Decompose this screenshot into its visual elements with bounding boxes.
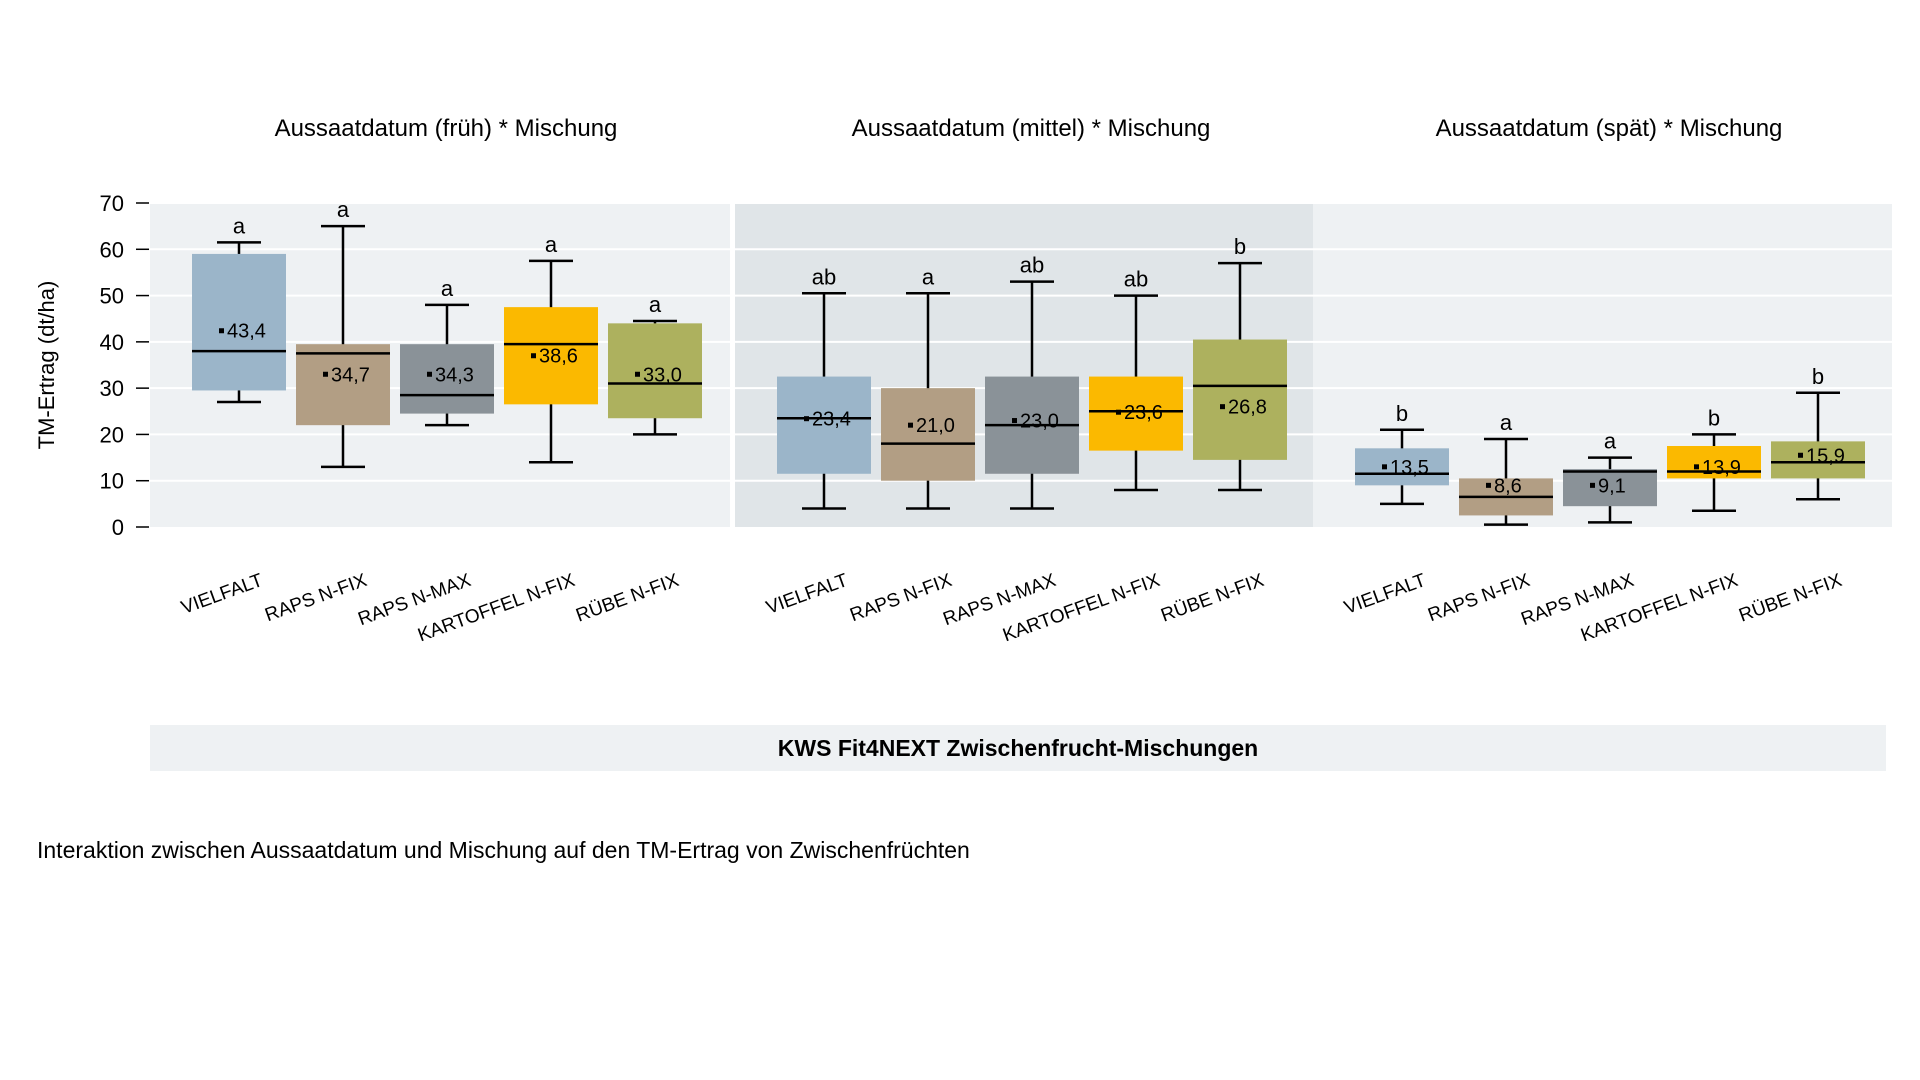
- box-iqr: [1771, 441, 1865, 479]
- box-iqr: [1089, 376, 1183, 451]
- mean-marker: [1382, 464, 1387, 470]
- mean-label: 23,6: [1124, 402, 1163, 424]
- mean-marker: [1012, 418, 1017, 424]
- y-axis-label: TM-Ertrag (dt/ha): [34, 281, 59, 450]
- box-raps-n-fix: 8,6 a: [1459, 410, 1553, 526]
- box-raps-n-max: 34,3 a: [400, 276, 494, 427]
- box-r-be-n-fix: 15,9 b: [1771, 364, 1865, 501]
- box-iqr: [192, 253, 286, 391]
- significance-letter: a: [649, 292, 662, 317]
- box-iqr: [1563, 469, 1657, 507]
- panel-title: Aussaatdatum (früh) * Mischung: [275, 115, 618, 142]
- box-raps-n-fix: 34,7 a: [296, 197, 390, 469]
- category-label: RÜBE N-FIX: [1736, 570, 1845, 627]
- box-r-be-n-fix: 26,8 b: [1193, 234, 1287, 492]
- mean-marker: [1694, 464, 1699, 470]
- mean-label: 9,1: [1598, 475, 1626, 497]
- box-vielfalt: 13,5 b: [1355, 401, 1449, 506]
- category-label: VIELFALT: [178, 570, 266, 619]
- significance-letter: ab: [812, 264, 836, 289]
- y-tick-label: 30: [100, 376, 124, 401]
- significance-letter: a: [441, 276, 454, 301]
- significance-letter: b: [1812, 364, 1824, 389]
- y-tick-label: 20: [100, 422, 124, 447]
- y-tick-label: 70: [100, 191, 124, 216]
- box-iqr: [1193, 339, 1287, 460]
- category-label: RAPS N-FIX: [262, 570, 370, 626]
- figure-caption: Interaktion zwischen Aussaatdatum und Mi…: [37, 837, 970, 863]
- y-tick-label: 10: [100, 469, 124, 494]
- mean-label: 26,8: [1228, 397, 1267, 419]
- mean-marker: [323, 371, 328, 377]
- box-r-be-n-fix: 33,0 a: [608, 292, 702, 436]
- box-iqr: [504, 307, 598, 405]
- box-raps-n-max: 23,0 ab: [985, 253, 1079, 510]
- panel-title: Aussaatdatum (mittel) * Mischung: [852, 115, 1211, 142]
- significance-letter: a: [1604, 429, 1617, 454]
- box-iqr: [608, 323, 702, 419]
- mean-marker: [219, 328, 224, 334]
- mean-label: 34,3: [435, 364, 474, 386]
- mean-label: 13,5: [1390, 457, 1429, 479]
- mean-marker: [1798, 452, 1803, 458]
- mean-marker: [1116, 409, 1121, 415]
- box-raps-n-max: 9,1 a: [1563, 429, 1657, 524]
- box-vielfalt: 23,4 ab: [777, 264, 871, 510]
- footer-band: KWS Fit4NEXT Zwischenfrucht-Mischungen: [150, 725, 1886, 771]
- box-iqr: [777, 376, 871, 474]
- mean-label: 23,0: [1020, 411, 1059, 433]
- significance-letter: a: [337, 197, 350, 222]
- y-tick-label: 40: [100, 330, 124, 355]
- panel-title: Aussaatdatum (spät) * Mischung: [1436, 115, 1783, 142]
- category-label: VIELFALT: [1341, 570, 1429, 619]
- mean-marker: [1220, 404, 1225, 410]
- mean-label: 13,9: [1702, 457, 1741, 479]
- mean-label: 23,4: [812, 409, 851, 431]
- significance-letter: a: [545, 232, 558, 257]
- box-kartoffel-n-fix: 13,9 b: [1667, 405, 1761, 513]
- box-kartoffel-n-fix: 38,6 a: [504, 232, 598, 464]
- y-tick-label: 50: [100, 284, 124, 309]
- category-label: RÜBE N-FIX: [1158, 570, 1267, 627]
- box-iqr: [881, 388, 975, 481]
- mean-marker: [427, 371, 432, 377]
- y-tick-label: 0: [112, 515, 124, 540]
- category-label: RAPS N-FIX: [847, 570, 955, 626]
- significance-letter: b: [1234, 234, 1246, 259]
- box-iqr: [1667, 446, 1761, 479]
- mean-marker: [1486, 482, 1491, 488]
- mean-marker: [635, 371, 640, 377]
- mean-label: 33,0: [643, 364, 682, 386]
- significance-letter: b: [1396, 401, 1408, 426]
- y-tick-label: 60: [100, 237, 124, 262]
- mean-label: 15,9: [1806, 445, 1845, 467]
- category-label: RÜBE N-FIX: [573, 570, 682, 627]
- mean-label: 34,7: [331, 364, 370, 386]
- category-label: VIELFALT: [763, 570, 851, 619]
- significance-letter: ab: [1020, 253, 1044, 278]
- significance-letter: b: [1708, 405, 1720, 430]
- box-raps-n-fix: 21,0 a: [881, 264, 975, 510]
- box-iqr: [296, 344, 390, 426]
- mean-marker: [1590, 482, 1595, 488]
- category-label: RAPS N-FIX: [1425, 570, 1533, 626]
- significance-letter: a: [1500, 410, 1513, 435]
- significance-letter: a: [922, 264, 935, 289]
- mean-label: 43,4: [227, 321, 266, 343]
- mean-marker: [531, 353, 536, 359]
- box-iqr: [400, 344, 494, 414]
- box-iqr: [1355, 448, 1449, 486]
- mean-label: 8,6: [1494, 475, 1522, 497]
- mean-label: 21,0: [916, 415, 955, 437]
- significance-letter: a: [233, 213, 246, 238]
- footer-title: KWS Fit4NEXT Zwischenfrucht-Mischungen: [777, 734, 1259, 761]
- box-kartoffel-n-fix: 23,6 ab: [1089, 267, 1183, 492]
- box-vielfalt: 43,4 a: [192, 213, 286, 404]
- significance-letter: ab: [1124, 267, 1148, 292]
- mean-label: 38,6: [539, 346, 578, 368]
- mean-marker: [804, 416, 809, 422]
- mean-marker: [908, 422, 913, 428]
